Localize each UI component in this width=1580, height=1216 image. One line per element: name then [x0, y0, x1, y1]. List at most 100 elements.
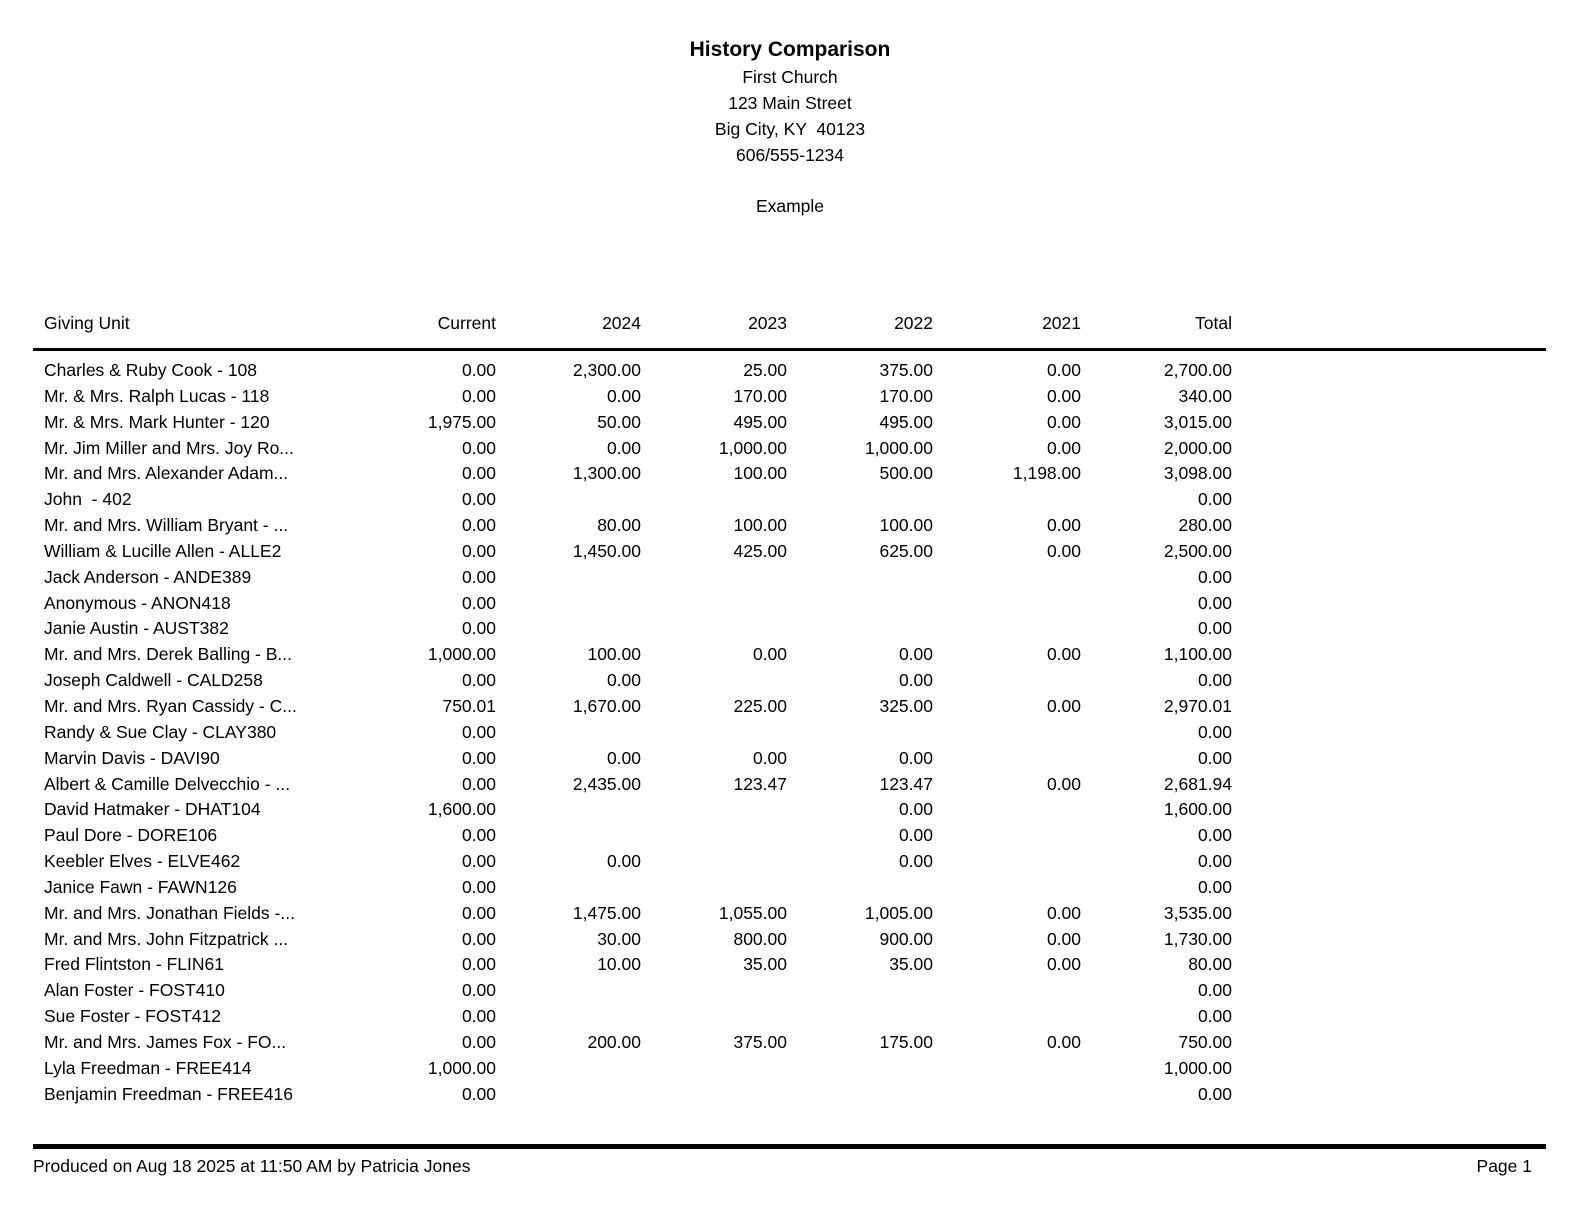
- amount-cell-2024: [496, 487, 641, 513]
- amount-cell-2021: 0.00: [1046, 954, 1081, 975]
- amount-cell-total: 0.00: [1197, 489, 1232, 510]
- amount-cell-2023: [641, 797, 787, 823]
- amount-cell-2023: 375.00: [733, 1031, 787, 1052]
- amount-cell-2021: [933, 668, 1081, 694]
- amount-cell-2023: 225.00: [733, 695, 787, 716]
- amount-cell-2024: 100.00: [587, 644, 641, 665]
- giving-unit-cell: Mr. and Mrs. Derek Balling - B...: [44, 644, 292, 665]
- giving-table-header: Giving Unit Current 2024 2023 2022 2021 …: [33, 272, 1546, 351]
- report-footer: Produced on Aug 18 2025 at 11:50 AM by P…: [33, 1144, 1546, 1179]
- amount-cell-2023: 25.00: [743, 360, 787, 380]
- amount-cell-2021: [933, 591, 1081, 617]
- amount-cell-current: 0.00: [461, 566, 496, 587]
- giving-unit-cell: Janice Fawn - FAWN126: [44, 876, 237, 897]
- column-header-2023: 2023: [641, 272, 787, 351]
- amount-cell-total: 3,098.00: [1163, 463, 1232, 484]
- amount-cell-2022: 123.47: [879, 773, 933, 794]
- filler-cell: [1232, 1056, 1546, 1082]
- giving-unit-cell: Joseph Caldwell - CALD258: [44, 670, 263, 691]
- amount-cell-2021: 0.00: [1046, 515, 1081, 536]
- amount-cell-2024: 50.00: [597, 411, 641, 432]
- amount-cell-total: 340.00: [1178, 385, 1232, 406]
- giving-unit-cell: Fred Flintston - FLIN61: [44, 954, 224, 975]
- amount-cell-total: 0.00: [1197, 566, 1232, 587]
- amount-cell-2021: [933, 1004, 1081, 1030]
- amount-cell-current: 1,000.00: [427, 644, 496, 665]
- amount-cell-2022: [787, 591, 933, 617]
- filler-cell: [1232, 927, 1546, 953]
- amount-cell-total: 3,535.00: [1163, 902, 1232, 923]
- amount-cell-current: 0.00: [461, 592, 496, 613]
- header-row: Giving Unit Current 2024 2023 2022 2021 …: [33, 272, 1546, 351]
- amount-cell-total: 0.00: [1197, 825, 1232, 846]
- filler-cell: [1232, 772, 1546, 798]
- amount-cell-2024: [496, 1082, 641, 1108]
- column-header-filler: [1232, 272, 1546, 351]
- giving-unit-cell: Alan Foster - FOST410: [44, 980, 225, 1001]
- amount-cell-2023: [641, 1056, 787, 1082]
- amount-cell-2024: 2,300.00: [572, 360, 641, 380]
- table-row: Janie Austin - AUST382 0.00 0.00: [33, 616, 1546, 642]
- filler-cell: [1232, 720, 1546, 746]
- filler-cell: [1232, 384, 1546, 410]
- amount-cell-2024: [496, 1004, 641, 1030]
- amount-cell-2023: [641, 487, 787, 513]
- amount-cell-2021: [933, 616, 1081, 642]
- amount-cell-2024: 0.00: [606, 851, 641, 872]
- amount-cell-2023: 35.00: [743, 954, 787, 975]
- amount-cell-2022: [787, 978, 933, 1004]
- giving-unit-cell: Sue Foster - FOST412: [44, 1006, 222, 1027]
- filler-cell: [1232, 875, 1546, 901]
- filler-cell: [1232, 901, 1546, 927]
- amount-cell-2022: 325.00: [879, 695, 933, 716]
- amount-cell-2023: [641, 849, 787, 875]
- table-row: Mr. and Mrs. Alexander Adam... 0.00 1,30…: [33, 461, 1546, 487]
- giving-unit-cell: Mr. and Mrs. William Bryant - ...: [44, 515, 289, 536]
- giving-unit-cell: Mr. and Mrs. Jonathan Fields -...: [44, 902, 295, 923]
- amount-cell-total: 2,700.00: [1163, 360, 1232, 380]
- filler-cell: [1232, 952, 1546, 978]
- amount-cell-2024: [496, 823, 641, 849]
- amount-cell-current: 0.00: [461, 385, 496, 406]
- table-row: Lyla Freedman - FREE414 1,000.00 1,000.0…: [33, 1056, 1546, 1082]
- amount-cell-2021: [933, 797, 1081, 823]
- table-row: Anonymous - ANON418 0.00 0.00: [33, 591, 1546, 617]
- giving-unit-cell: Mr. Jim Miller and Mrs. Joy Ro...: [44, 437, 294, 458]
- amount-cell-2024: 0.00: [606, 385, 641, 406]
- amount-cell-current: 0.00: [461, 980, 496, 1001]
- amount-cell-2024: [496, 565, 641, 591]
- amount-cell-2023: [641, 1004, 787, 1030]
- amount-cell-current: 0.00: [461, 360, 496, 380]
- table-row: Alan Foster - FOST410 0.00 0.00: [33, 978, 1546, 1004]
- filler-cell: [1232, 461, 1546, 487]
- amount-cell-current: 0.00: [461, 902, 496, 923]
- amount-cell-2021: 0.00: [1046, 928, 1081, 949]
- column-header-giving-unit: Giving Unit: [33, 272, 376, 351]
- giving-unit-cell: Benjamin Freedman - FREE416: [44, 1083, 293, 1104]
- amount-cell-current: 0.00: [461, 851, 496, 872]
- giving-table: Giving Unit Current 2024 2023 2022 2021 …: [33, 272, 1546, 1107]
- amount-cell-2022: 170.00: [879, 385, 933, 406]
- amount-cell-2021: [933, 746, 1081, 772]
- amount-cell-total: 0.00: [1197, 1083, 1232, 1104]
- amount-cell-2024: 1,450.00: [572, 540, 641, 561]
- giving-unit-cell: Marvin Davis - DAVI90: [44, 747, 220, 768]
- table-row: William & Lucille Allen - ALLE2 0.00 1,4…: [33, 539, 1546, 565]
- filler-cell: [1232, 539, 1546, 565]
- table-row: Charles & Ruby Cook - 108 0.00 2,300.00 …: [33, 350, 1546, 384]
- footer-produced-text: Produced on Aug 18 2025 at 11:50 AM by P…: [33, 1156, 471, 1176]
- amount-cell-current: 0.00: [461, 670, 496, 691]
- giving-unit-cell: Lyla Freedman - FREE414: [44, 1057, 252, 1078]
- amount-cell-2023: [641, 978, 787, 1004]
- amount-cell-2024: 0.00: [606, 747, 641, 768]
- amount-cell-current: 750.01: [442, 695, 496, 716]
- amount-cell-2023: 1,000.00: [718, 437, 787, 458]
- amount-cell-2021: [933, 720, 1081, 746]
- table-row: Marvin Davis - DAVI90 0.00 0.00 0.00 0.0…: [33, 746, 1546, 772]
- amount-cell-2022: [787, 616, 933, 642]
- amount-cell-2024: 30.00: [597, 928, 641, 949]
- amount-cell-total: 1,100.00: [1163, 644, 1232, 665]
- amount-cell-current: 0.00: [461, 540, 496, 561]
- giving-unit-cell: Mr. and Mrs. Ryan Cassidy - C...: [44, 695, 297, 716]
